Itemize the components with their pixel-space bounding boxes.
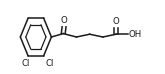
Text: O: O [61,16,67,25]
Text: O: O [113,17,119,26]
Text: Cl: Cl [21,59,30,69]
Text: Cl: Cl [45,59,54,69]
Text: OH: OH [129,30,142,39]
